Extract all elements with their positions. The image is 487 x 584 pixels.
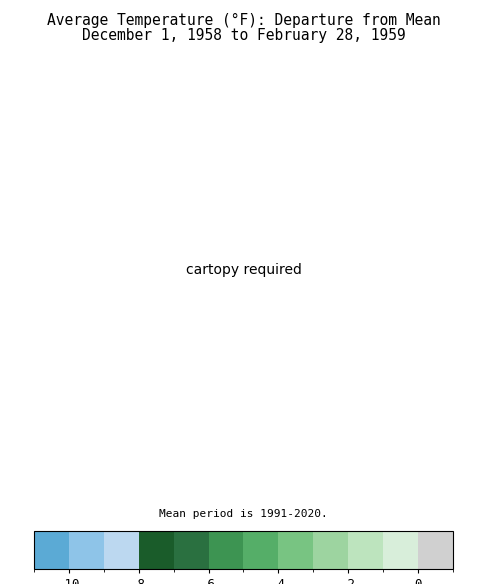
Text: December 1, 1958 to February 28, 1959: December 1, 1958 to February 28, 1959 xyxy=(82,28,405,43)
Text: cartopy required: cartopy required xyxy=(186,263,301,277)
Text: Mean period is 1991-2020.: Mean period is 1991-2020. xyxy=(159,509,328,519)
Text: Average Temperature (°F): Departure from Mean: Average Temperature (°F): Departure from… xyxy=(47,13,440,28)
